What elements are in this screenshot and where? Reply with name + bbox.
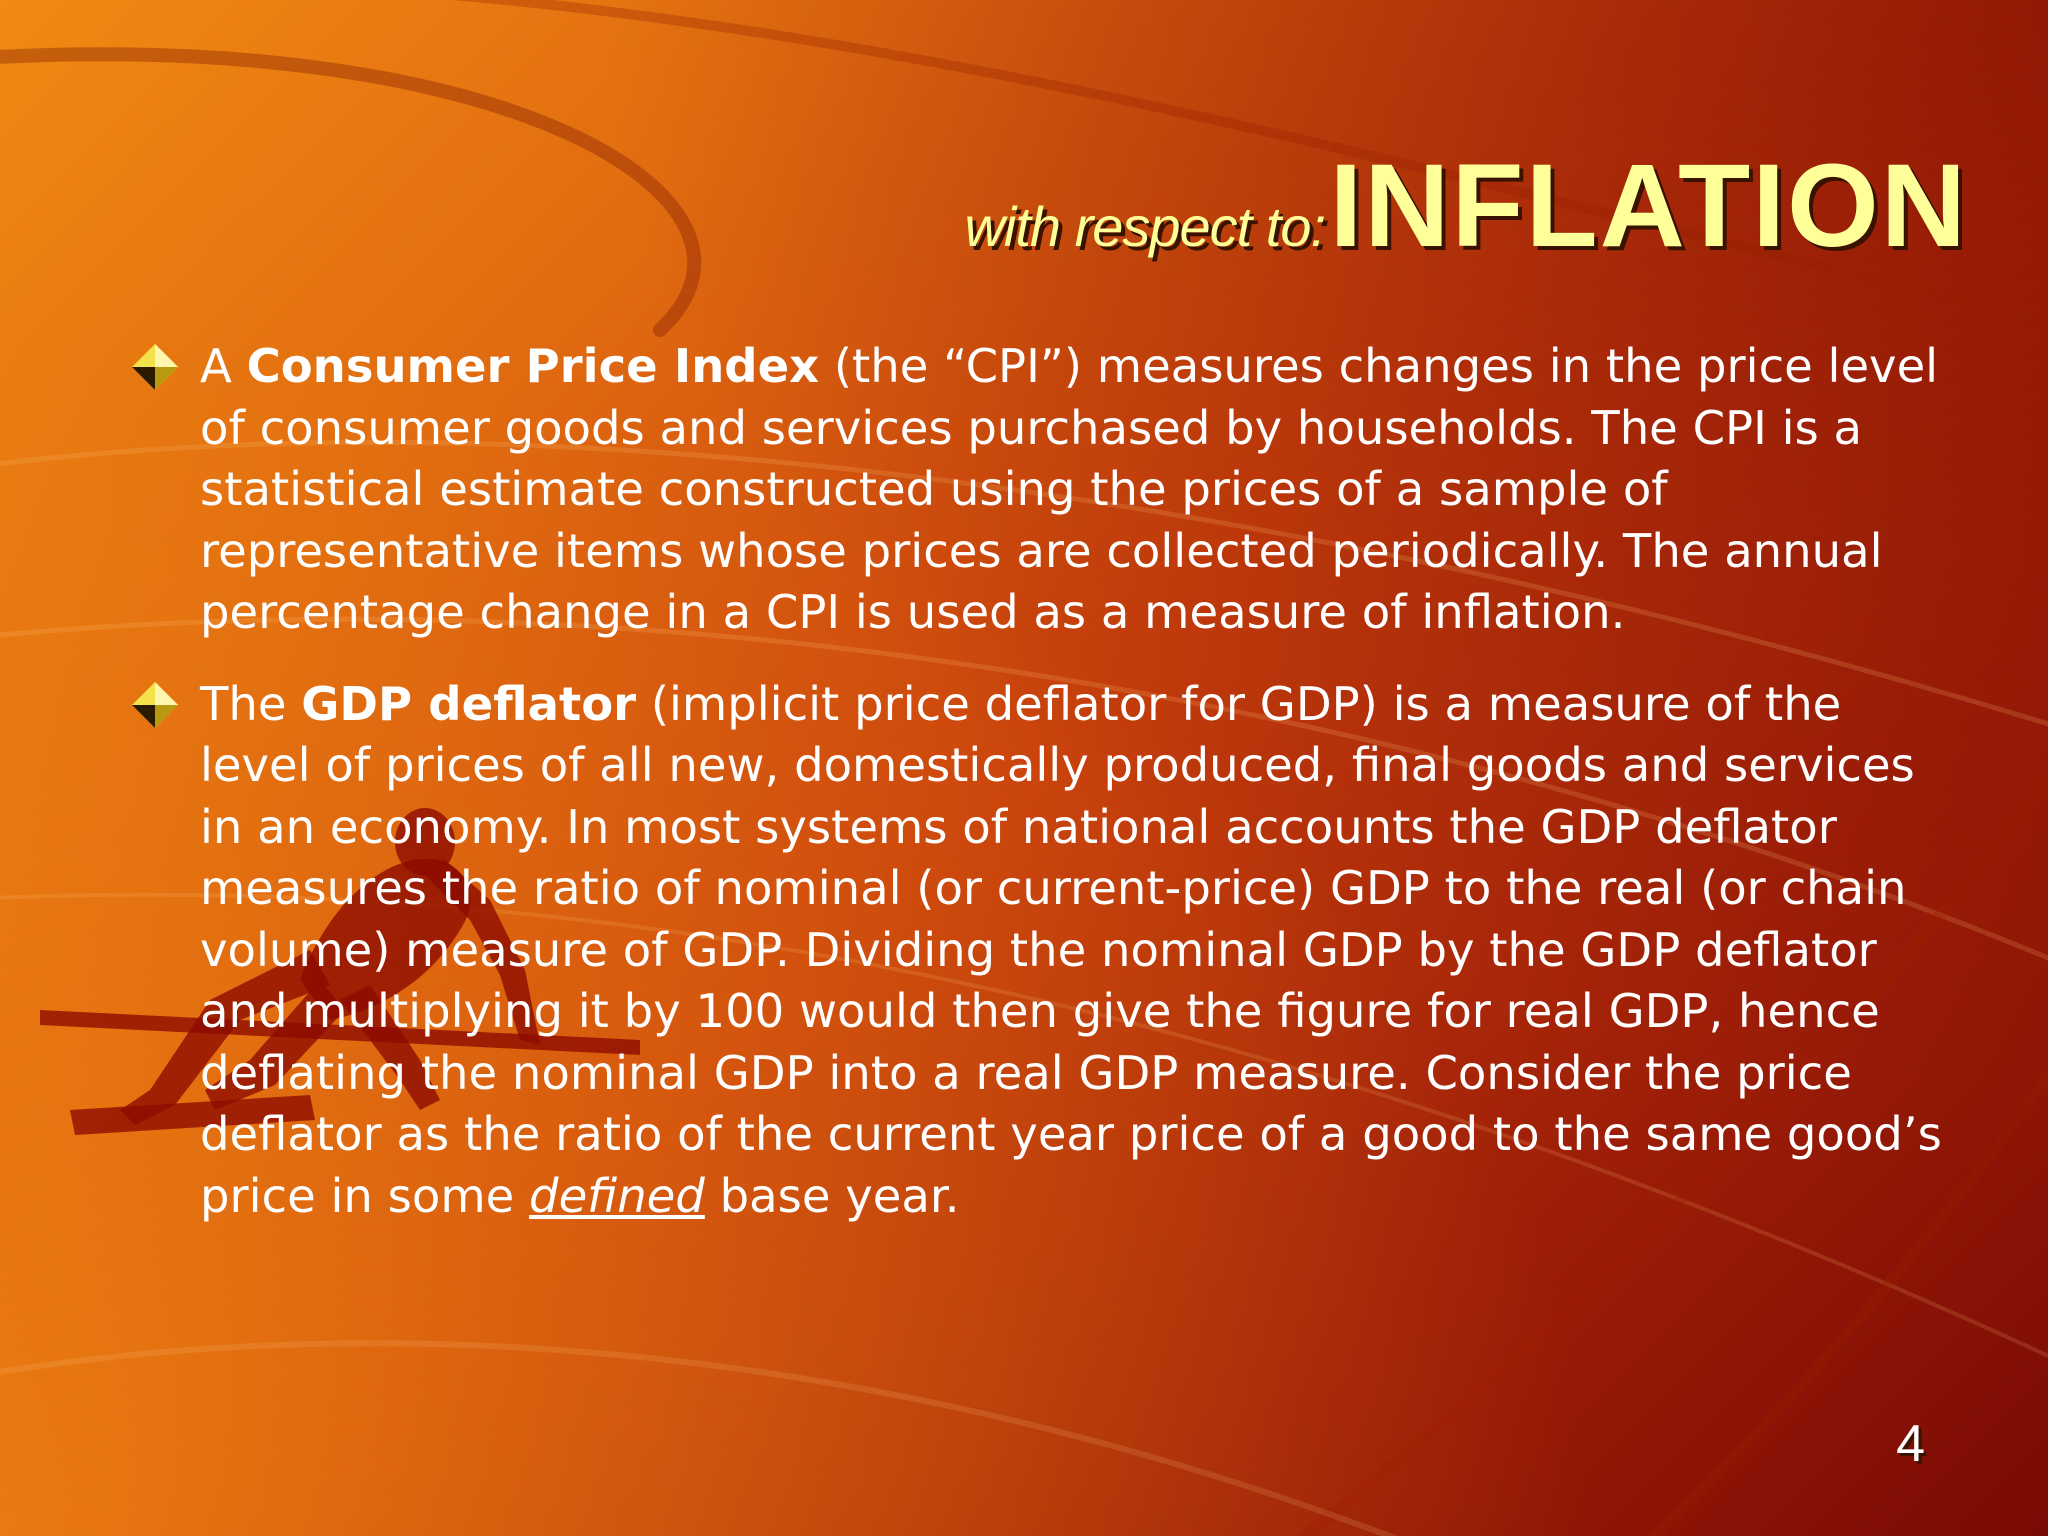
slide-title: with respect to: INFLATION <box>964 138 1968 274</box>
bullet-term: Consumer Price Index <box>246 339 820 393</box>
bullet-body: (the “CPI”) measures changes in the pric… <box>200 339 1939 639</box>
bullet-item-gdp-deflator: The GDP deflator (implicit price deflato… <box>130 674 1950 1228</box>
title-prefix: with respect to: <box>964 195 1326 258</box>
title-main: INFLATION <box>1329 140 1968 272</box>
sprinter-silhouette <box>40 808 640 1135</box>
bullet-tail: base year. <box>704 1168 960 1223</box>
bullet-lead: The <box>200 676 302 731</box>
bullet-list: A Consumer Price Index (the “CPI”) measu… <box>130 336 1950 1257</box>
emphasized-word: defined <box>529 1168 705 1223</box>
diamond-bullet-icon <box>132 681 178 728</box>
page-number: 4 <box>1896 1415 1925 1473</box>
bullet-item-cpi: A Consumer Price Index (the “CPI”) measu… <box>130 336 1950 644</box>
bullet-body: (implicit price deflator for GDP) is a m… <box>200 676 1942 1223</box>
bullet-lead: A <box>200 339 247 393</box>
diamond-bullet-icon <box>132 344 178 390</box>
bullet-term: GDP deflator <box>301 676 637 731</box>
